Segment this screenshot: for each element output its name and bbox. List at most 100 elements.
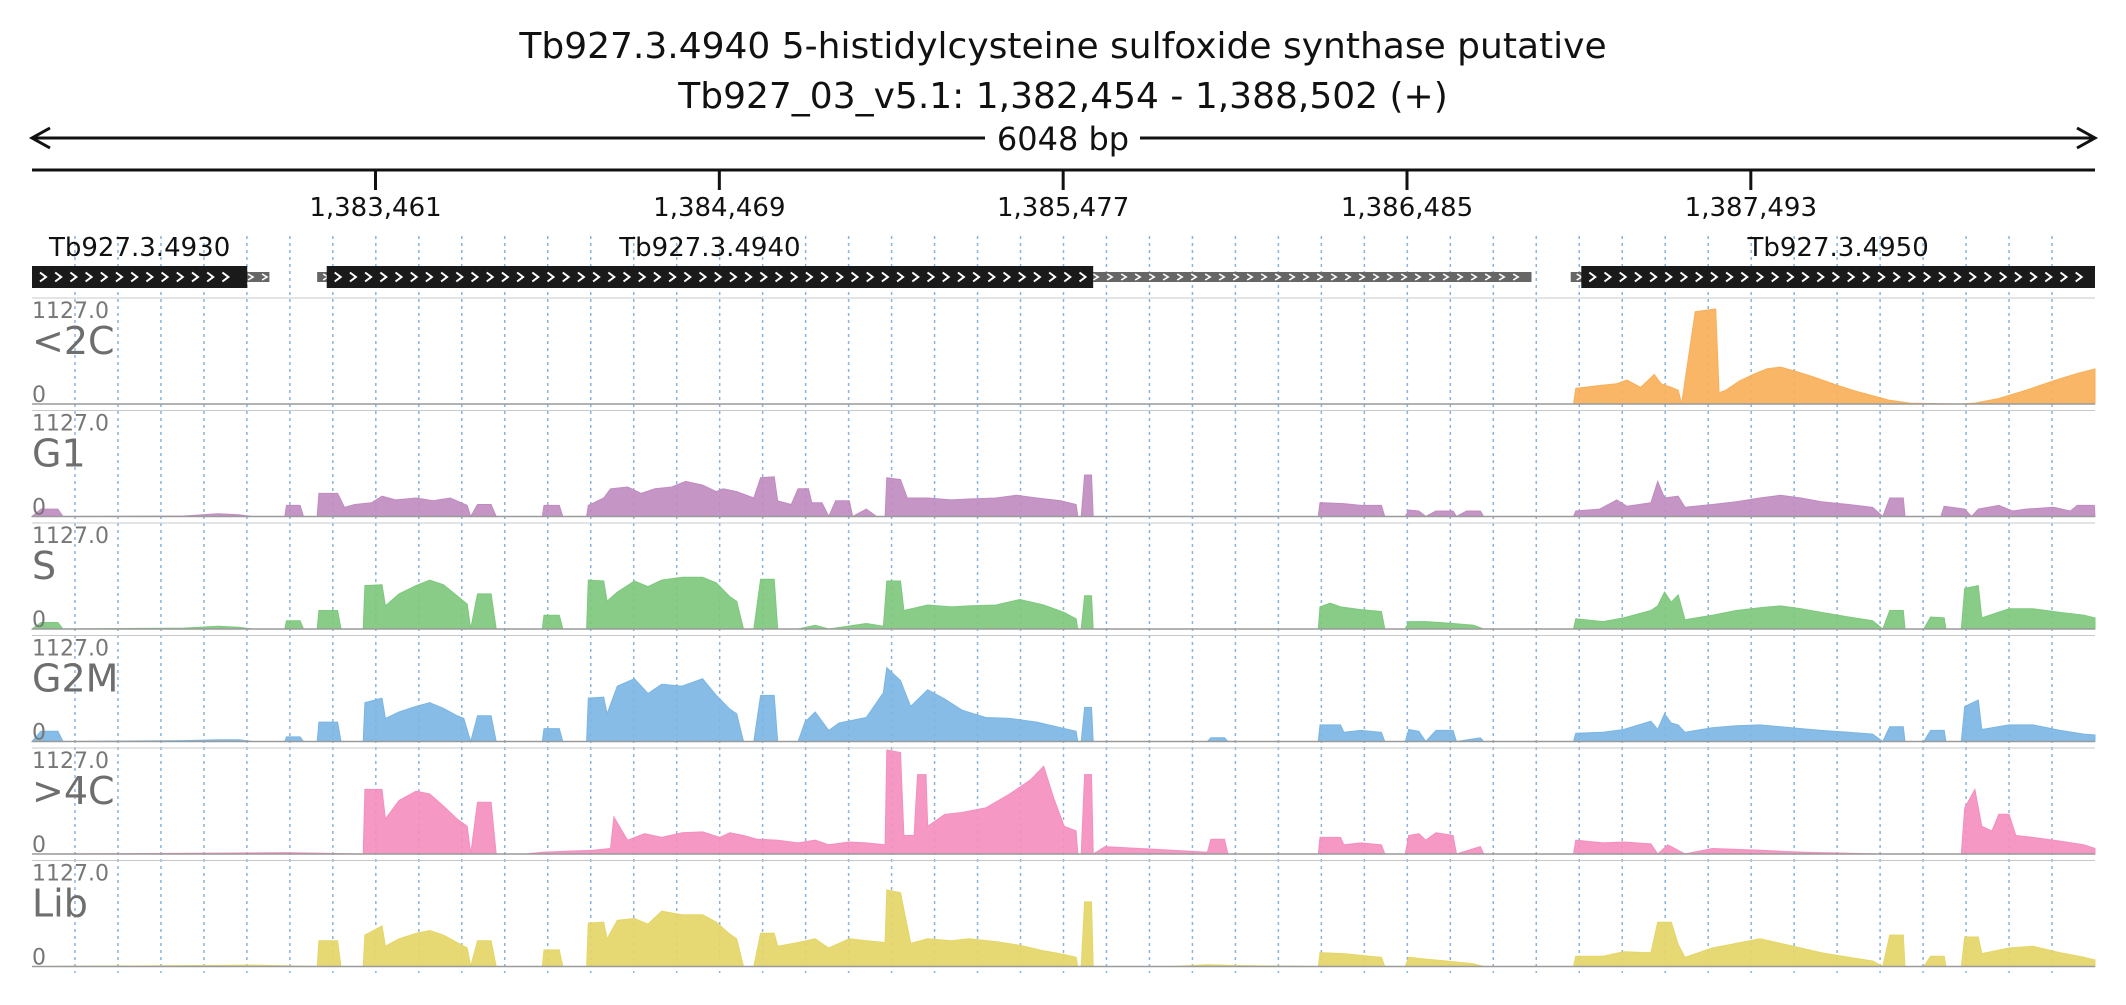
strand-arrow-icon [607, 271, 616, 283]
strand-arrow-icon [85, 271, 94, 283]
strand-arrow-icon [1938, 271, 1947, 283]
gene-track: Tb927.3.4930 Tb927.3.4940 Tb927.3.4950 [32, 233, 2095, 288]
gene-label: Tb927.3.4930 [48, 233, 230, 263]
x-tick-label: 1,387,493 [1685, 193, 1817, 223]
strand-arrow-icon [835, 271, 844, 283]
y-max-label: 1127.0 [32, 299, 109, 324]
strand-arrow-icon [1358, 273, 1366, 281]
strand-arrow-icon [1120, 273, 1128, 281]
strand-arrow-icon [653, 271, 662, 283]
track-2: 1127.0S 0 [30, 522, 2096, 633]
strand-arrow-icon [1498, 273, 1506, 281]
track-0: 1127.0<2C 0 [32, 297, 2096, 408]
strand-arrow-icon [1923, 271, 1932, 283]
strand-arrow-icon [501, 271, 510, 283]
strand-arrow-icon [1316, 273, 1324, 281]
strand-arrow-icon [622, 271, 632, 283]
strand-arrow-icon [1953, 271, 1962, 283]
strand-arrow-icon [1134, 273, 1142, 281]
strand-arrow-icon [1862, 271, 1871, 283]
strand-arrow-icon [1330, 273, 1338, 281]
strand-arrow-icon [349, 271, 358, 283]
gene-label: Tb927.3.4950 [1747, 233, 1929, 263]
strand-arrow-icon [698, 271, 708, 283]
track-1: 1127.0G1 0 [30, 410, 2096, 521]
strand-arrow-icon [850, 271, 860, 283]
strand-arrow-icon [1106, 273, 1114, 281]
strand-arrow-icon [1968, 271, 1977, 283]
chart-subtitle: Tb927_03_v5.1: 1,382,454 - 1,388,502 (+) [677, 76, 1448, 117]
y-min-label: 0 [32, 721, 46, 746]
strand-arrow-icon [1288, 273, 1296, 281]
strand-arrow-icon [1260, 273, 1268, 281]
strand-arrow-icon [1204, 273, 1212, 281]
strand-arrow-icon [1831, 271, 1841, 283]
strand-arrow-icon [531, 271, 540, 283]
strand-arrow-icon [774, 271, 784, 283]
strand-arrow-icon [1274, 273, 1282, 281]
strand-arrow-icon [957, 271, 966, 283]
y-max-label: 1127.0 [32, 749, 109, 774]
strand-arrow-icon [1512, 273, 1520, 281]
strand-arrow-icon [1999, 271, 2008, 283]
span-label: 6048 bp [997, 120, 1129, 158]
strand-arrow-icon [1048, 271, 1057, 283]
strand-arrow-icon [820, 271, 829, 283]
coverage-area [31, 749, 2096, 855]
y-max-label: 1127.0 [32, 524, 109, 549]
strand-arrow-icon [972, 271, 981, 283]
strand-arrow-icon [1414, 273, 1422, 281]
strand-arrow-icon [668, 271, 677, 283]
strand-arrow-icon [1679, 271, 1689, 283]
y-max-label: 1127.0 [32, 637, 109, 662]
strand-arrow-icon [115, 271, 124, 283]
strand-arrow-icon [1619, 271, 1628, 283]
strand-arrow-icon [1634, 271, 1643, 283]
strand-arrow-icon [1649, 271, 1658, 283]
strand-arrow-icon [1588, 271, 1597, 283]
strand-arrow-icon [425, 271, 434, 283]
y-min-label: 0 [32, 833, 46, 858]
strand-arrow-icon [577, 271, 586, 283]
coverage-area [30, 474, 2096, 518]
span-arrow-left-head [28, 126, 51, 150]
y-min-label: 0 [32, 946, 46, 971]
strand-arrow-icon [942, 271, 951, 283]
x-tick-label: 1,383,461 [309, 193, 441, 223]
chart-title: Tb927.3.4940 5-histidylcysteine sulfoxid… [518, 26, 1606, 67]
strand-arrow-icon [54, 271, 63, 283]
coverage-area [32, 308, 2096, 405]
strand-arrow-icon [100, 271, 109, 283]
strand-arrow-icon [486, 271, 495, 283]
strand-arrow-icon [410, 271, 419, 283]
strand-arrow-icon [1877, 271, 1886, 283]
strand-arrow-icon [1033, 271, 1042, 283]
strand-arrow-icon [145, 271, 155, 283]
strand-arrow-icon [714, 271, 723, 283]
gene-body [326, 266, 1094, 288]
strand-arrow-icon [364, 271, 373, 283]
y-min-label: 0 [32, 608, 46, 633]
strand-arrow-icon [1428, 273, 1436, 281]
track-name: G1 [32, 432, 86, 476]
strand-arrow-icon [1400, 273, 1408, 281]
strand-arrow-icon [1442, 273, 1450, 281]
gene-body [32, 266, 248, 288]
y-min-label: 0 [32, 383, 46, 408]
strand-arrow-icon [1603, 271, 1613, 283]
strand-arrow-icon [1018, 271, 1027, 283]
strand-arrow-icon [2014, 271, 2023, 283]
strand-arrow-icon [896, 271, 905, 283]
strand-arrow-icon [1246, 273, 1254, 281]
strand-arrow-icon [729, 271, 738, 283]
strand-arrow-icon [683, 271, 692, 283]
strand-arrow-icon [1162, 273, 1170, 281]
strand-arrow-icon [440, 271, 449, 283]
x-tick-label: 1,386,485 [1341, 193, 1473, 223]
track-name: <2C [32, 319, 115, 363]
strand-arrow-icon [759, 271, 768, 283]
